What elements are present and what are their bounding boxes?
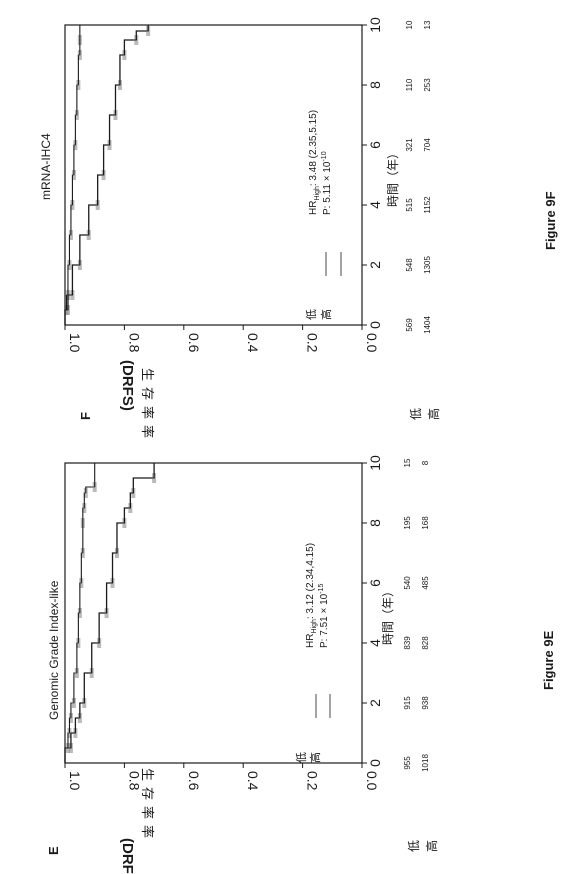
x-tick-label: 10 (367, 455, 383, 471)
risk-count-high: 1305 (423, 256, 432, 274)
figure-caption: Figure 9F (543, 191, 558, 250)
y-axis-label-main: (DRFS) (119, 360, 136, 411)
y-tick-label: 1.0 (67, 771, 83, 791)
risk-count-low: 10 (405, 20, 414, 29)
y-tick-label: 0.0 (364, 333, 380, 353)
x-tick-label: 8 (367, 81, 383, 89)
risk-row-high-label: 高 (424, 840, 439, 852)
risk-count-low: 515 (405, 198, 414, 212)
x-tick-label: 2 (367, 699, 383, 707)
legend-low-label: 低 (295, 752, 308, 763)
risk-count-low: 321 (405, 138, 414, 152)
hr-value: : 3.48 (2.35,5.15) (308, 110, 319, 186)
y-tick-label: 0.6 (186, 771, 202, 791)
y-axis-label-cjk: 生存率率 (140, 368, 155, 444)
x-tick-label: 2 (367, 261, 383, 269)
hr-value: : 3.12 (2.34,4.15) (305, 543, 316, 619)
risk-count-low: 540 (403, 576, 412, 590)
risk-count-low: 110 (405, 78, 414, 91)
y-tick-label: 1.0 (67, 333, 83, 353)
risk-count-low: 548 (405, 258, 414, 272)
risk-row-low-label: 低 (409, 408, 423, 420)
y-tick-label: 0.0 (364, 771, 380, 791)
hr-sub: High (314, 186, 321, 201)
risk-count-high: 704 (423, 138, 432, 152)
risk-count-low: 195 (403, 516, 412, 530)
panel-letter: E (46, 846, 61, 855)
risk-row-high-label: 高 (426, 408, 441, 420)
y-tick-label: 0.6 (186, 333, 202, 353)
x-tick-label: 0 (367, 759, 383, 767)
risk-count-high: 8 (421, 460, 430, 465)
hr-prefix: HR (308, 201, 319, 215)
hr-prefix: HR (305, 634, 316, 648)
x-tick-label: 8 (367, 519, 383, 527)
panel-letter: F (78, 412, 93, 420)
x-tick-label: 6 (367, 141, 383, 149)
y-tick-label: 0.8 (126, 771, 142, 791)
x-axis-label: 時間（年） (386, 147, 400, 207)
chart-title: Genomic Grade Index-like (47, 580, 61, 720)
y-tick-label: 0.4 (245, 333, 261, 353)
risk-count-low: 839 (403, 636, 412, 650)
y-tick-label: 0.4 (245, 771, 261, 791)
y-tick-label: 0.2 (305, 333, 321, 353)
y-tick-label: 0.2 (305, 771, 321, 791)
risk-count-low: 915 (403, 696, 412, 710)
x-tick-label: 0 (367, 321, 383, 329)
x-tick-label: 10 (367, 17, 383, 33)
risk-count-low: 955 (403, 756, 412, 770)
legend-high-label: 高 (308, 752, 322, 763)
figure-caption: Figure 9E (541, 630, 556, 690)
risk-count-high: 485 (421, 576, 430, 590)
y-axis-label-cjk: 生存率率 (140, 768, 155, 844)
risk-count-high: 168 (421, 516, 430, 530)
x-axis-label: 時間（年） (381, 585, 395, 645)
risk-count-high: 13 (423, 20, 432, 29)
legend-high-label: 高 (319, 309, 333, 320)
y-axis-label-main: (DRFS) (119, 838, 136, 874)
risk-count-low: 569 (405, 318, 414, 332)
y-tick-label: 0.8 (126, 333, 142, 353)
risk-count-high: 253 (423, 78, 432, 92)
risk-row-low-label: 低 (407, 840, 421, 852)
x-tick-label: 4 (367, 201, 383, 209)
chart-title: mRNA-IHC4 (39, 133, 53, 200)
legend-low-label: 低 (305, 309, 318, 320)
hr-sub: High (311, 619, 318, 634)
risk-count-high: 1404 (423, 316, 432, 334)
risk-count-high: 1152 (423, 196, 432, 214)
risk-count-high: 828 (421, 636, 430, 650)
risk-count-high: 1018 (421, 754, 430, 772)
risk-count-high: 938 (421, 696, 430, 710)
risk-count-low: 15 (403, 458, 412, 467)
